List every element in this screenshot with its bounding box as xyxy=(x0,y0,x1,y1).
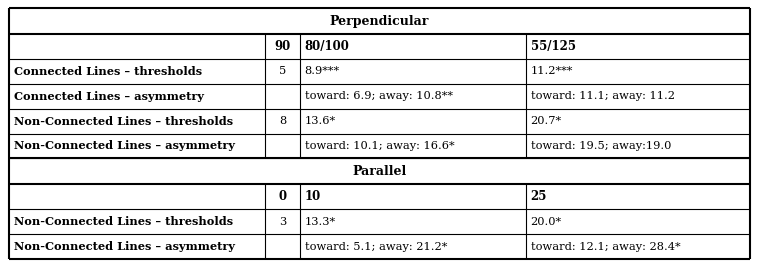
Text: Non-Connected Lines – thresholds: Non-Connected Lines – thresholds xyxy=(14,216,233,227)
Text: Connected Lines – thresholds: Connected Lines – thresholds xyxy=(14,66,202,77)
Text: 3: 3 xyxy=(279,217,286,227)
Text: toward: 5.1; away: 21.2*: toward: 5.1; away: 21.2* xyxy=(304,242,447,252)
Text: Connected Lines – asymmetry: Connected Lines – asymmetry xyxy=(14,91,203,102)
Text: toward: 10.1; away: 16.6*: toward: 10.1; away: 16.6* xyxy=(304,141,455,151)
Text: 11.2***: 11.2*** xyxy=(531,66,573,76)
Text: 13.3*: 13.3* xyxy=(304,217,335,227)
Text: toward: 11.1; away: 11.2: toward: 11.1; away: 11.2 xyxy=(531,91,675,101)
Text: 10: 10 xyxy=(304,190,321,203)
Text: 8.9***: 8.9*** xyxy=(304,66,340,76)
Text: Non-Connected Lines – asymmetry: Non-Connected Lines – asymmetry xyxy=(14,241,235,252)
Text: Parallel: Parallel xyxy=(352,165,407,178)
Text: 25: 25 xyxy=(531,190,547,203)
Text: Perpendicular: Perpendicular xyxy=(330,15,429,28)
Text: Non-Connected Lines – asymmetry: Non-Connected Lines – asymmetry xyxy=(14,140,235,151)
Text: 90: 90 xyxy=(274,40,291,53)
Text: 0: 0 xyxy=(279,190,286,203)
Text: 5: 5 xyxy=(279,66,286,76)
Text: toward: 19.5; away:19.0: toward: 19.5; away:19.0 xyxy=(531,141,671,151)
Text: 55/125: 55/125 xyxy=(531,40,575,53)
Text: Non-Connected Lines – thresholds: Non-Connected Lines – thresholds xyxy=(14,116,233,127)
Text: 80/100: 80/100 xyxy=(304,40,350,53)
Text: toward: 12.1; away: 28.4*: toward: 12.1; away: 28.4* xyxy=(531,242,680,252)
Text: 13.6*: 13.6* xyxy=(304,116,335,126)
Text: toward: 6.9; away: 10.8**: toward: 6.9; away: 10.8** xyxy=(304,91,452,101)
Text: 8: 8 xyxy=(279,116,286,126)
Text: 20.0*: 20.0* xyxy=(531,217,562,227)
Text: 20.7*: 20.7* xyxy=(531,116,562,126)
